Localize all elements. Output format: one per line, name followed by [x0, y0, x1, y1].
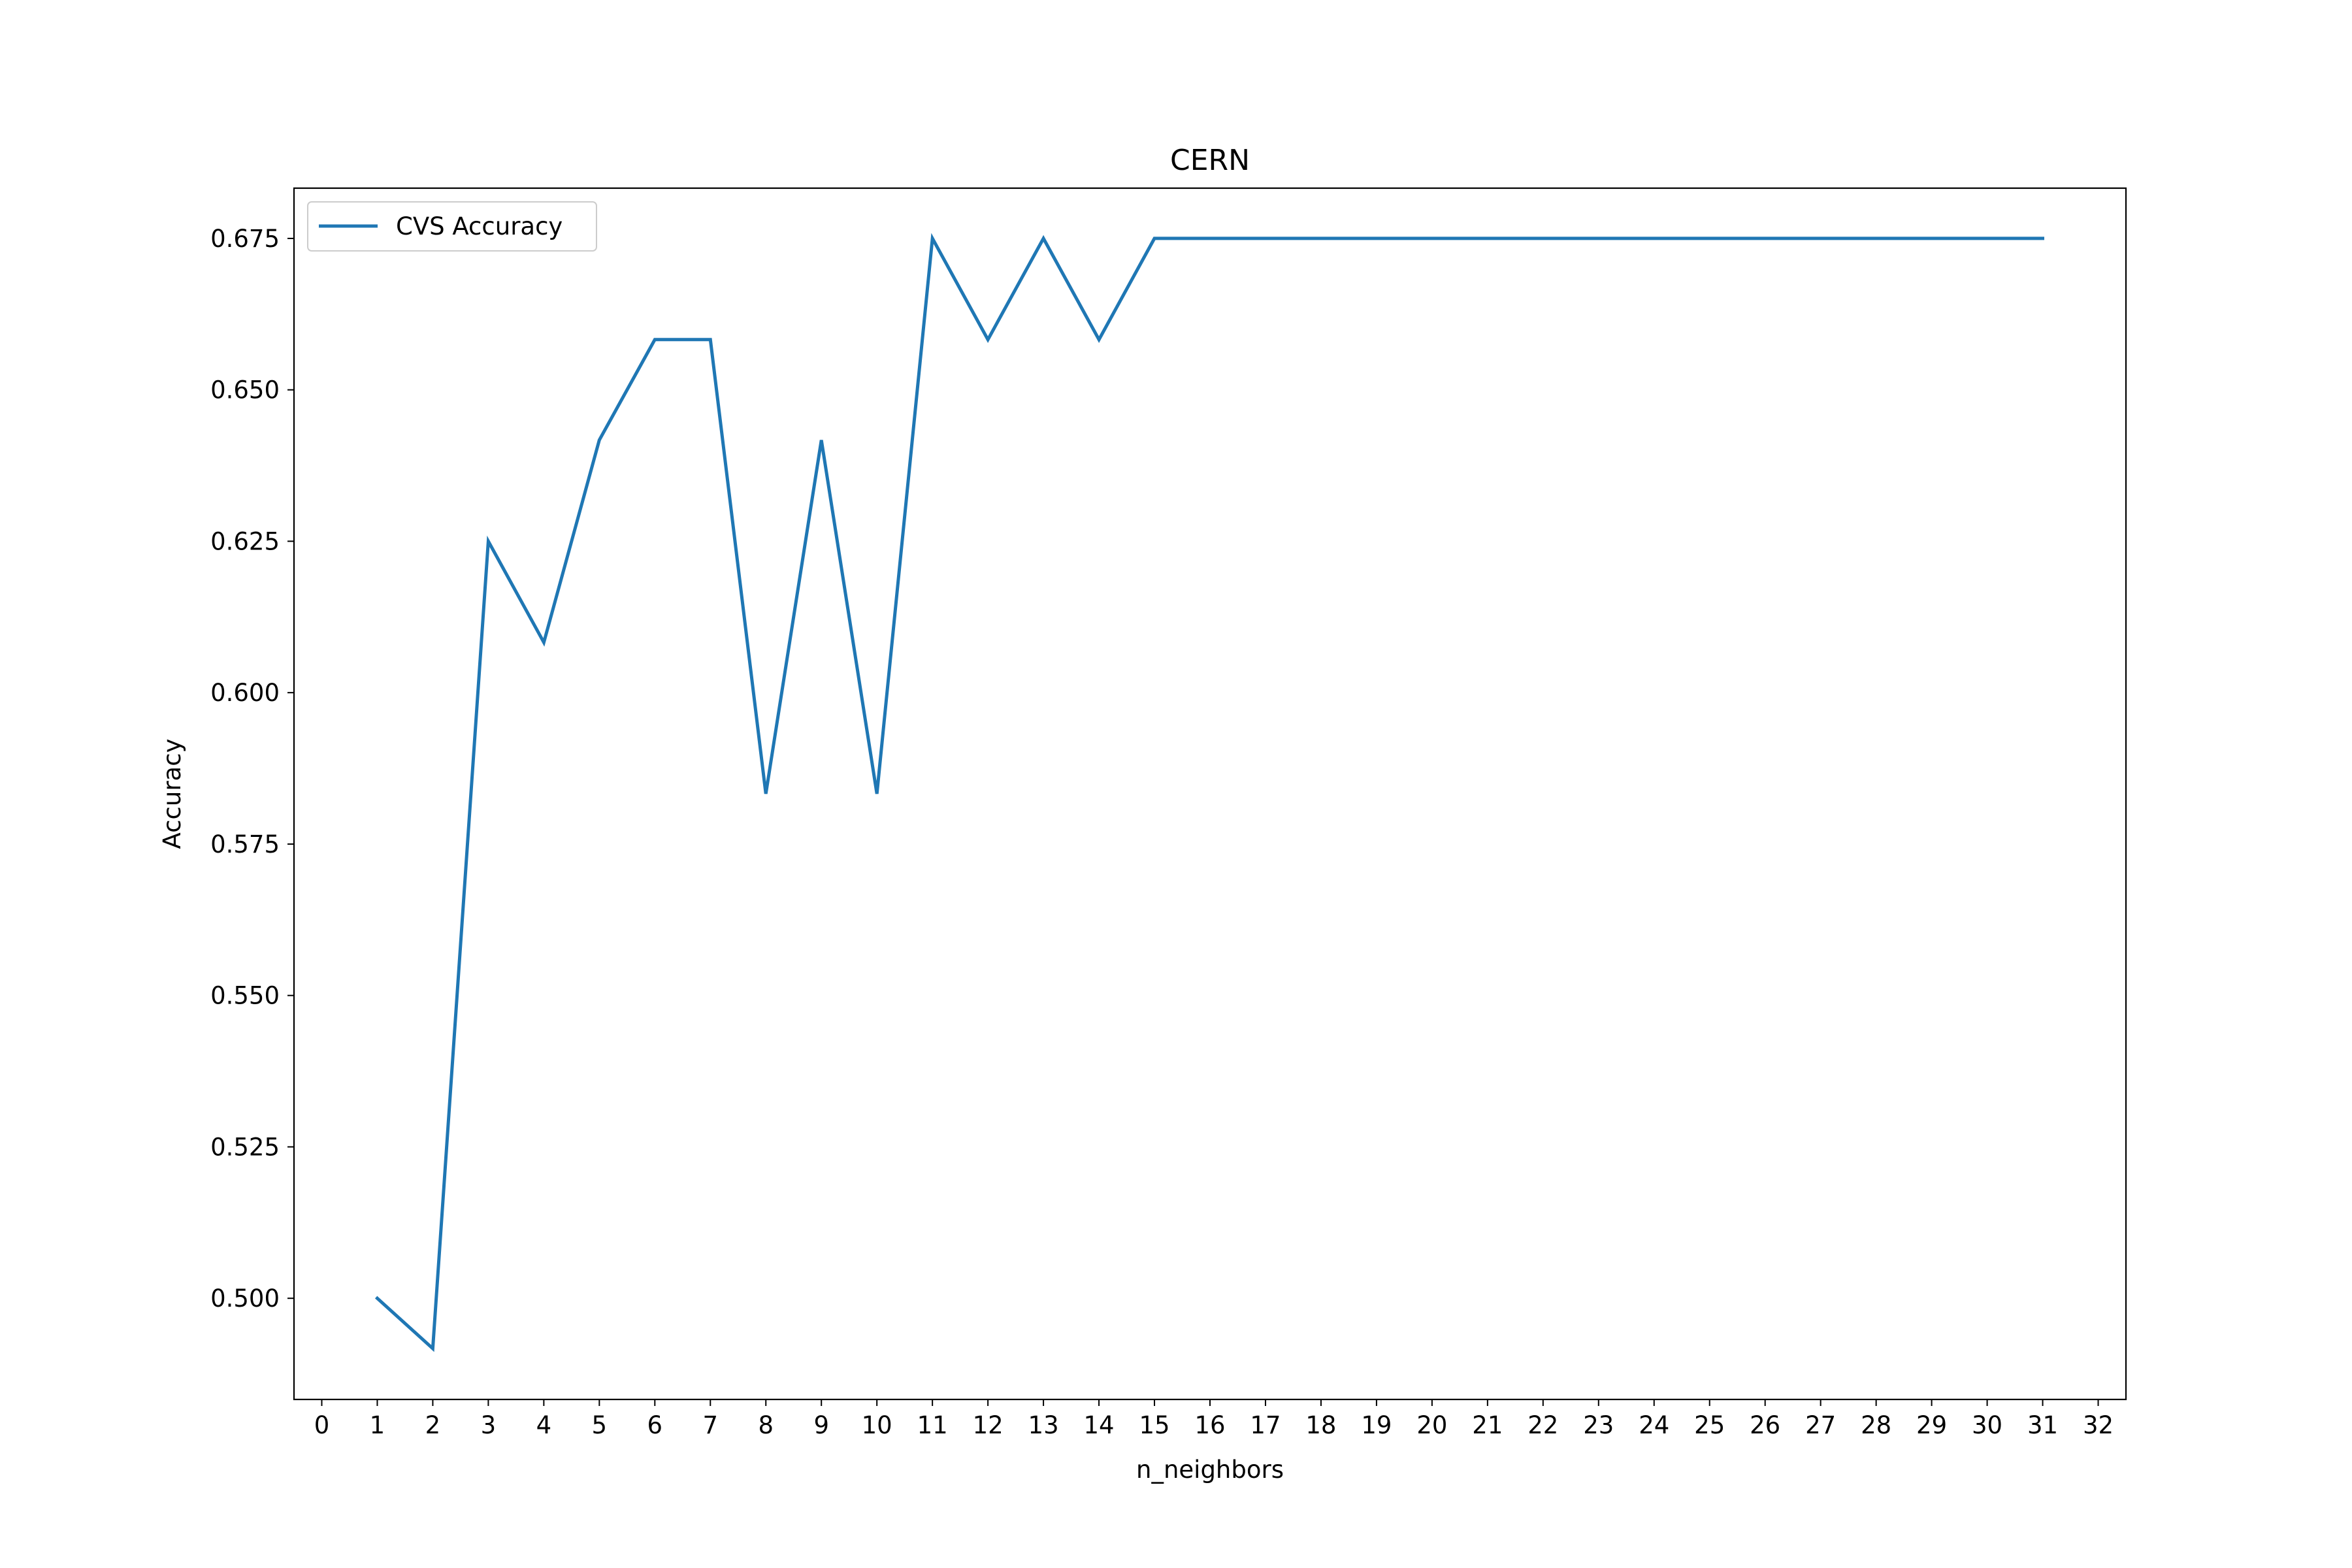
x-tick-label: 14 [1084, 1411, 1115, 1439]
x-tick-label: 12 [973, 1411, 1004, 1439]
y-tick-label: 0.525 [210, 1133, 280, 1161]
x-tick-label: 16 [1194, 1411, 1225, 1439]
x-tick-label: 31 [2027, 1411, 2058, 1439]
series-layer [374, 233, 2044, 1352]
x-tick-label: 18 [1305, 1411, 1336, 1439]
x-tick-label: 2 [425, 1411, 441, 1439]
x-tick-label: 29 [1916, 1411, 1947, 1439]
x-tick-label: 17 [1250, 1411, 1281, 1439]
x-axis-title: n_neighbors [1136, 1456, 1284, 1484]
x-tick-label: 19 [1361, 1411, 1392, 1439]
y-axis-title: Accuracy [158, 739, 186, 849]
x-tick-label: 28 [1861, 1411, 1891, 1439]
x-tick-label: 6 [647, 1411, 663, 1439]
y-tick-label: 0.675 [210, 225, 280, 253]
x-tick-label: 10 [862, 1411, 892, 1439]
x-tick-label: 9 [813, 1411, 829, 1439]
x-tick-label: 20 [1416, 1411, 1447, 1439]
chart-title: CERN [1170, 144, 1250, 177]
y-tick-label: 0.650 [210, 376, 280, 404]
x-tick-label: 26 [1750, 1411, 1780, 1439]
x-tick-label: 5 [592, 1411, 608, 1439]
series-line [374, 233, 2044, 1352]
x-tick-label: 24 [1639, 1411, 1669, 1439]
x-tick-label: 3 [481, 1411, 497, 1439]
x-tick-label: 21 [1472, 1411, 1503, 1439]
legend-label: CVS Accuracy [396, 212, 563, 240]
y-tick-label: 0.575 [210, 830, 280, 858]
x-axis: 0 1 2 3 4 5 6 7 8 9 10 11 12 13 14 15 16 17 18 19 20 21 22 23 24… [314, 1399, 2114, 1439]
y-tick-label: 0.500 [210, 1284, 280, 1313]
x-tick-label: 30 [1972, 1411, 2002, 1439]
y-tick-label: 0.625 [210, 527, 280, 555]
x-tick-label: 0 [314, 1411, 330, 1439]
x-tick-label: 13 [1028, 1411, 1059, 1439]
x-tick-label: 25 [1694, 1411, 1725, 1439]
x-tick-label: 27 [1805, 1411, 1836, 1439]
x-tick-label: 15 [1139, 1411, 1169, 1439]
x-tick-label: 4 [536, 1411, 552, 1439]
y-axis: 0.500 0.525 0.550 0.575 0.600 0.625 0.650 0.675 [210, 225, 294, 1313]
legend: CVS Accuracy [307, 201, 597, 252]
y-tick-label: 0.550 [210, 982, 280, 1010]
x-tick-label: 8 [758, 1411, 774, 1439]
legend-box [307, 201, 597, 252]
x-tick-label: 1 [370, 1411, 385, 1439]
x-tick-label: 7 [702, 1411, 718, 1439]
x-tick-label: 23 [1583, 1411, 1614, 1439]
x-tick-label: 32 [2083, 1411, 2114, 1439]
x-tick-label: 22 [1527, 1411, 1558, 1439]
x-tick-label: 11 [917, 1411, 948, 1439]
y-tick-label: 0.600 [210, 679, 280, 707]
